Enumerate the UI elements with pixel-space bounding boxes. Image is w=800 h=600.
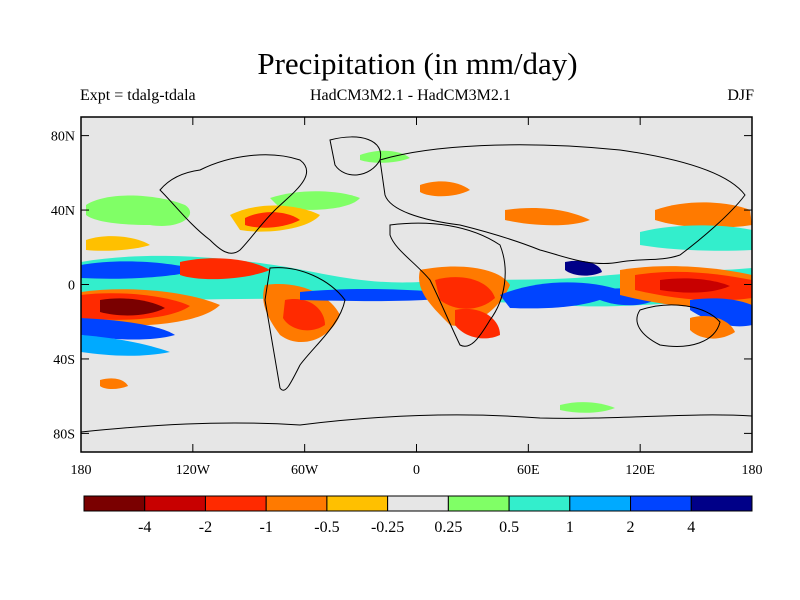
- contour-red-samerica: [283, 299, 325, 331]
- lon-tick-label: 180: [742, 463, 763, 478]
- coastlines: [81, 136, 752, 433]
- colorbar-segment: [387, 495, 449, 512]
- colorbar-segment: [630, 495, 692, 512]
- contour-blue-epac: [81, 261, 200, 279]
- lat-tick-label: 0: [68, 279, 75, 294]
- colorbar-label: -2: [199, 519, 212, 536]
- coast-north-america: [159, 154, 308, 254]
- contour-orange-europe: [420, 181, 470, 197]
- contour-cyan-wpac: [640, 225, 752, 251]
- contour-cyan-spac: [81, 335, 170, 356]
- coast-south-america: [264, 267, 346, 391]
- lon-tick-label: 180: [71, 463, 92, 478]
- longitude-axis: 180 120W 60W 0 60E 120E 180: [71, 117, 763, 478]
- experiment-label: Expt = tdalg-tdala: [80, 87, 196, 104]
- lon-tick-label: 120E: [625, 463, 655, 478]
- precip-field: [81, 150, 752, 413]
- colorbar-label: 0.25: [434, 519, 462, 536]
- colorbar-segment: [204, 495, 267, 512]
- contour-darkred-spac: [100, 298, 165, 316]
- colorbar-label: 4: [687, 519, 695, 536]
- contour-blue-indian: [500, 282, 620, 309]
- colorbar-segment: [144, 495, 206, 512]
- contour-orange-australia: [690, 315, 735, 339]
- contour-darkblue-bay: [565, 260, 602, 276]
- contour-blue-spac: [81, 318, 175, 340]
- colorbar-segment: [265, 495, 328, 512]
- colorbar-label: 1: [566, 519, 574, 536]
- lat-tick-label: 80N: [51, 130, 75, 145]
- colorbar-label: -1: [260, 519, 273, 536]
- contour-orange-npac: [86, 236, 150, 251]
- colorbar-segment: [569, 495, 632, 512]
- colorbar-label: -4: [138, 519, 151, 536]
- lat-tick-label: 40S: [53, 353, 75, 368]
- colorbar-segment: [690, 495, 753, 512]
- colorbar-segment: [508, 495, 571, 512]
- colorbar-segment: [326, 495, 389, 512]
- colorbar-label: 2: [627, 519, 635, 536]
- colorbar-label: 0.5: [499, 519, 519, 536]
- contour-red-safrica: [455, 308, 500, 339]
- chart-title: Precipitation (in mm/day): [257, 46, 578, 81]
- contour-darkred-wpac-eq: [660, 278, 730, 293]
- lon-tick-label: 0: [413, 463, 420, 478]
- contour-green-npac: [86, 195, 191, 226]
- latitude-axis: 80N 40N 0 40S 80S: [51, 130, 752, 442]
- contour-green-arctic: [360, 150, 410, 163]
- colorbar: -4 -2 -1 -0.5 -0.25 0.25 0.5 1 2 4: [83, 495, 753, 536]
- model-label: HadCM3M2.1 - HadCM3M2.1: [310, 87, 511, 104]
- season-label: DJF: [727, 87, 754, 104]
- coast-australia: [636, 304, 721, 347]
- coast-eurasia: [379, 144, 746, 265]
- coast-antarctica: [81, 414, 752, 433]
- colorbar-label: -0.25: [371, 519, 404, 536]
- colorbar-label: -0.5: [314, 519, 339, 536]
- lon-tick-label: 120W: [176, 463, 211, 478]
- contour-green-south: [560, 402, 615, 413]
- contour-green-natl: [270, 191, 360, 210]
- contour-red-natl: [245, 212, 300, 228]
- contour-orange-wpac: [655, 202, 752, 228]
- lon-tick-label: 60W: [291, 463, 319, 478]
- coast-africa: [389, 222, 506, 347]
- contour-red-africa: [435, 277, 495, 309]
- contour-orange-south: [100, 378, 128, 389]
- colorbar-segment: [83, 495, 146, 512]
- lon-tick-label: 60E: [517, 463, 540, 478]
- contour-orange-medit: [505, 208, 590, 226]
- lat-tick-label: 80S: [53, 427, 75, 442]
- contour-red-epac-north: [180, 258, 270, 280]
- lat-tick-label: 40N: [51, 204, 75, 219]
- contour-blue-spcz: [690, 298, 752, 327]
- colorbar-segment: [447, 495, 510, 512]
